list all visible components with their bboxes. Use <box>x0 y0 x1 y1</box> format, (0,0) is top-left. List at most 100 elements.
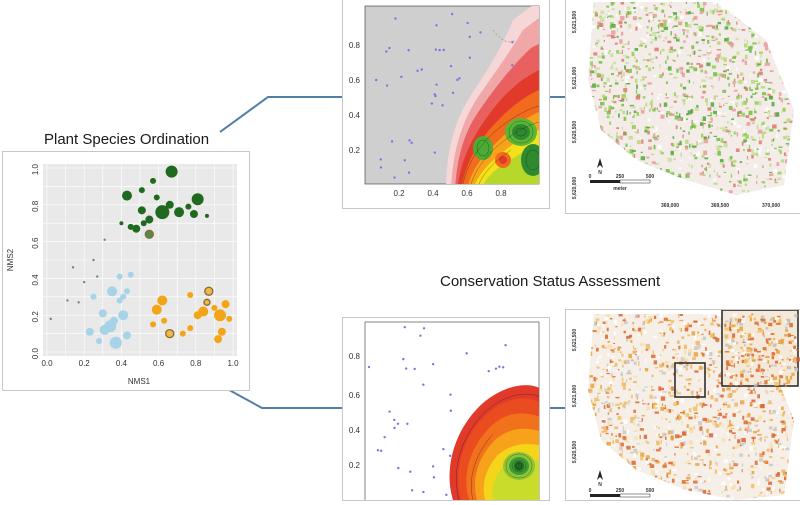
map-pixel <box>630 145 632 147</box>
map-pixel <box>790 376 792 380</box>
map-pixel <box>622 382 626 386</box>
map-pixel <box>781 159 784 162</box>
map-pixel <box>660 103 662 107</box>
map-pixel <box>689 80 690 83</box>
map-pixel <box>620 465 623 469</box>
sample-point <box>410 142 412 144</box>
map-pixel <box>688 417 692 420</box>
map-pixel <box>642 400 643 402</box>
map-pixel <box>679 67 683 71</box>
map-pixel <box>590 428 594 429</box>
map-pixel <box>692 18 693 22</box>
map-pixel <box>715 461 716 464</box>
map-pixel <box>702 54 706 55</box>
map-pixel <box>660 329 661 332</box>
map-pixel <box>621 152 625 156</box>
map-pixel <box>686 477 690 480</box>
map-pixel <box>683 491 686 495</box>
map-pixel <box>609 121 611 125</box>
map-pixel <box>651 458 655 461</box>
map-pixel <box>620 16 624 20</box>
sample-point <box>394 17 396 19</box>
map-pixel <box>767 360 769 364</box>
map-pixel <box>612 376 616 377</box>
map-pixel <box>668 158 672 162</box>
map-pixel <box>712 65 716 68</box>
map-pixel <box>775 361 778 364</box>
map-pixel <box>602 311 606 313</box>
map-pixel <box>646 191 650 193</box>
map-pixel <box>672 349 674 350</box>
map-pixel <box>728 96 730 97</box>
map-pixel <box>745 378 747 379</box>
map-pixel <box>664 462 667 464</box>
map-pixel <box>594 398 598 402</box>
map-pixel <box>708 420 712 422</box>
map-pixel <box>604 137 605 139</box>
map-pixel <box>762 488 764 491</box>
map-pixel <box>783 383 785 385</box>
ordination-point <box>107 286 117 296</box>
map-pixel <box>596 427 598 429</box>
map-pixel <box>788 472 791 474</box>
map-pixel <box>666 365 668 368</box>
map-pixel <box>742 59 744 62</box>
map-pixel <box>787 478 790 480</box>
map-pixel <box>591 11 594 13</box>
map-pixel <box>627 14 628 15</box>
map-pixel <box>760 438 762 439</box>
map-pixel <box>773 192 775 196</box>
map-pixel <box>640 436 641 440</box>
map-pixel <box>693 2 696 4</box>
map-pixel <box>704 168 707 169</box>
map-pixel <box>703 126 704 129</box>
sample-point <box>504 344 506 346</box>
map-pixel <box>738 357 739 360</box>
map-pixel <box>665 320 666 322</box>
map-pixel <box>690 447 694 449</box>
map-pixel <box>672 488 673 491</box>
map-pixel <box>783 29 785 33</box>
map-pixel <box>778 8 780 12</box>
map-pixel <box>751 2 755 3</box>
map-top-xtick: 369,000 <box>661 203 679 209</box>
map-pixel <box>683 31 684 35</box>
map-pixel <box>652 375 654 377</box>
map-pixel <box>602 137 604 141</box>
map-pixel <box>736 51 739 55</box>
map-pixel <box>647 26 649 29</box>
map-pixel <box>628 480 630 482</box>
map-pixel <box>625 7 627 10</box>
map-pixel <box>680 160 682 161</box>
sample-point <box>442 448 444 450</box>
map-pixel <box>746 98 747 101</box>
map-pixel <box>603 131 605 135</box>
map-pixel <box>724 489 728 491</box>
map-pixel <box>686 191 689 195</box>
map-pixel <box>626 165 629 167</box>
map-pixel <box>786 433 788 437</box>
map-pixel <box>633 166 634 167</box>
map-pixel <box>670 47 673 50</box>
map-pixel <box>633 346 634 350</box>
map-pixel <box>620 352 621 353</box>
map-pixel <box>605 335 608 339</box>
map-pixel <box>736 132 738 136</box>
map-pixel <box>754 36 758 38</box>
map-pixel <box>757 125 759 129</box>
map-pixel <box>737 25 740 27</box>
map-pixel <box>665 37 667 40</box>
map-pixel <box>798 87 799 88</box>
map-top-ytick: 5,620,500 <box>572 121 578 143</box>
map-pixel <box>606 433 609 434</box>
map-pixel <box>784 155 788 156</box>
sample-point <box>406 423 408 425</box>
map-pixel <box>714 495 717 498</box>
map-pixel <box>602 153 605 157</box>
map-pixel <box>774 427 776 431</box>
ordination-xlabel: NMS1 <box>128 377 151 386</box>
map-pixel <box>732 28 735 31</box>
map-pixel <box>659 333 662 334</box>
map-pixel <box>682 480 686 484</box>
map-pixel <box>634 177 637 178</box>
